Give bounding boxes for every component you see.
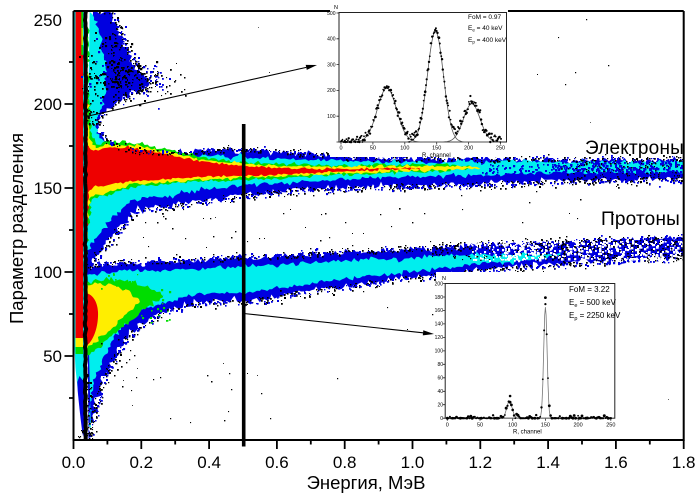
svg-text:200: 200 (435, 281, 444, 287)
svg-text:50: 50 (370, 146, 376, 152)
svg-text:0.0: 0.0 (62, 453, 86, 472)
svg-text:FoM = 0.97: FoM = 0.97 (468, 14, 501, 21)
svg-text:40: 40 (437, 389, 443, 395)
svg-text:200: 200 (327, 88, 336, 94)
svg-text:1.8: 1.8 (672, 453, 696, 472)
svg-text:140: 140 (435, 322, 444, 328)
svg-text:1.6: 1.6 (604, 453, 628, 472)
svg-text:150: 150 (541, 423, 550, 429)
svg-text:Eе = 500 keV: Eе = 500 keV (569, 298, 617, 309)
svg-text:Энергия, МэВ: Энергия, МэВ (307, 472, 426, 493)
svg-text:Eе = 40 keV: Eе = 40 keV (468, 25, 503, 33)
svg-text:180: 180 (435, 295, 444, 301)
svg-text:1.4: 1.4 (536, 453, 560, 472)
svg-text:250: 250 (34, 11, 62, 30)
svg-text:20: 20 (437, 403, 443, 409)
svg-text:100: 100 (435, 349, 444, 355)
svg-text:500: 500 (327, 11, 336, 17)
svg-text:250: 250 (496, 146, 505, 152)
svg-text:200: 200 (464, 146, 473, 152)
svg-text:100: 100 (34, 263, 62, 282)
svg-text:0.2: 0.2 (129, 453, 153, 472)
svg-text:150: 150 (432, 146, 441, 152)
svg-text:Протоны: Протоны (601, 209, 680, 230)
svg-text:0.8: 0.8 (333, 453, 357, 472)
svg-text:160: 160 (435, 308, 444, 314)
svg-text:200: 200 (574, 423, 583, 429)
svg-text:0: 0 (446, 423, 449, 429)
svg-text:80: 80 (437, 362, 443, 368)
svg-text:Eр = 2250 keV: Eр = 2250 keV (569, 311, 621, 322)
svg-text:R, channel: R, channel (513, 430, 542, 436)
svg-text:250: 250 (606, 423, 615, 429)
svg-text:120: 120 (435, 335, 444, 341)
svg-text:100: 100 (508, 423, 517, 429)
svg-text:0: 0 (339, 146, 342, 152)
svg-text:R, channel: R, channel (422, 153, 451, 159)
svg-text:1.0: 1.0 (401, 453, 425, 472)
svg-text:1.2: 1.2 (468, 453, 492, 472)
svg-text:50: 50 (43, 347, 62, 366)
svg-text:300: 300 (327, 62, 336, 68)
svg-text:N: N (334, 5, 338, 11)
svg-text:60: 60 (437, 376, 443, 382)
svg-text:Электроны: Электроны (585, 138, 684, 159)
svg-text:100: 100 (400, 146, 409, 152)
svg-text:N: N (442, 276, 446, 282)
svg-text:0.4: 0.4 (197, 453, 221, 472)
svg-text:150: 150 (34, 179, 62, 198)
svg-text:FoM = 3.22: FoM = 3.22 (569, 285, 610, 294)
svg-text:0.6: 0.6 (265, 453, 289, 472)
svg-text:Eр = 400 keV: Eр = 400 keV (468, 37, 507, 45)
svg-text:50: 50 (477, 423, 483, 429)
svg-text:Параметр разделения: Параметр разделения (6, 133, 27, 324)
svg-text:100: 100 (327, 114, 336, 120)
svg-text:0: 0 (440, 416, 443, 422)
svg-text:200: 200 (34, 95, 62, 114)
svg-text:400: 400 (327, 37, 336, 43)
